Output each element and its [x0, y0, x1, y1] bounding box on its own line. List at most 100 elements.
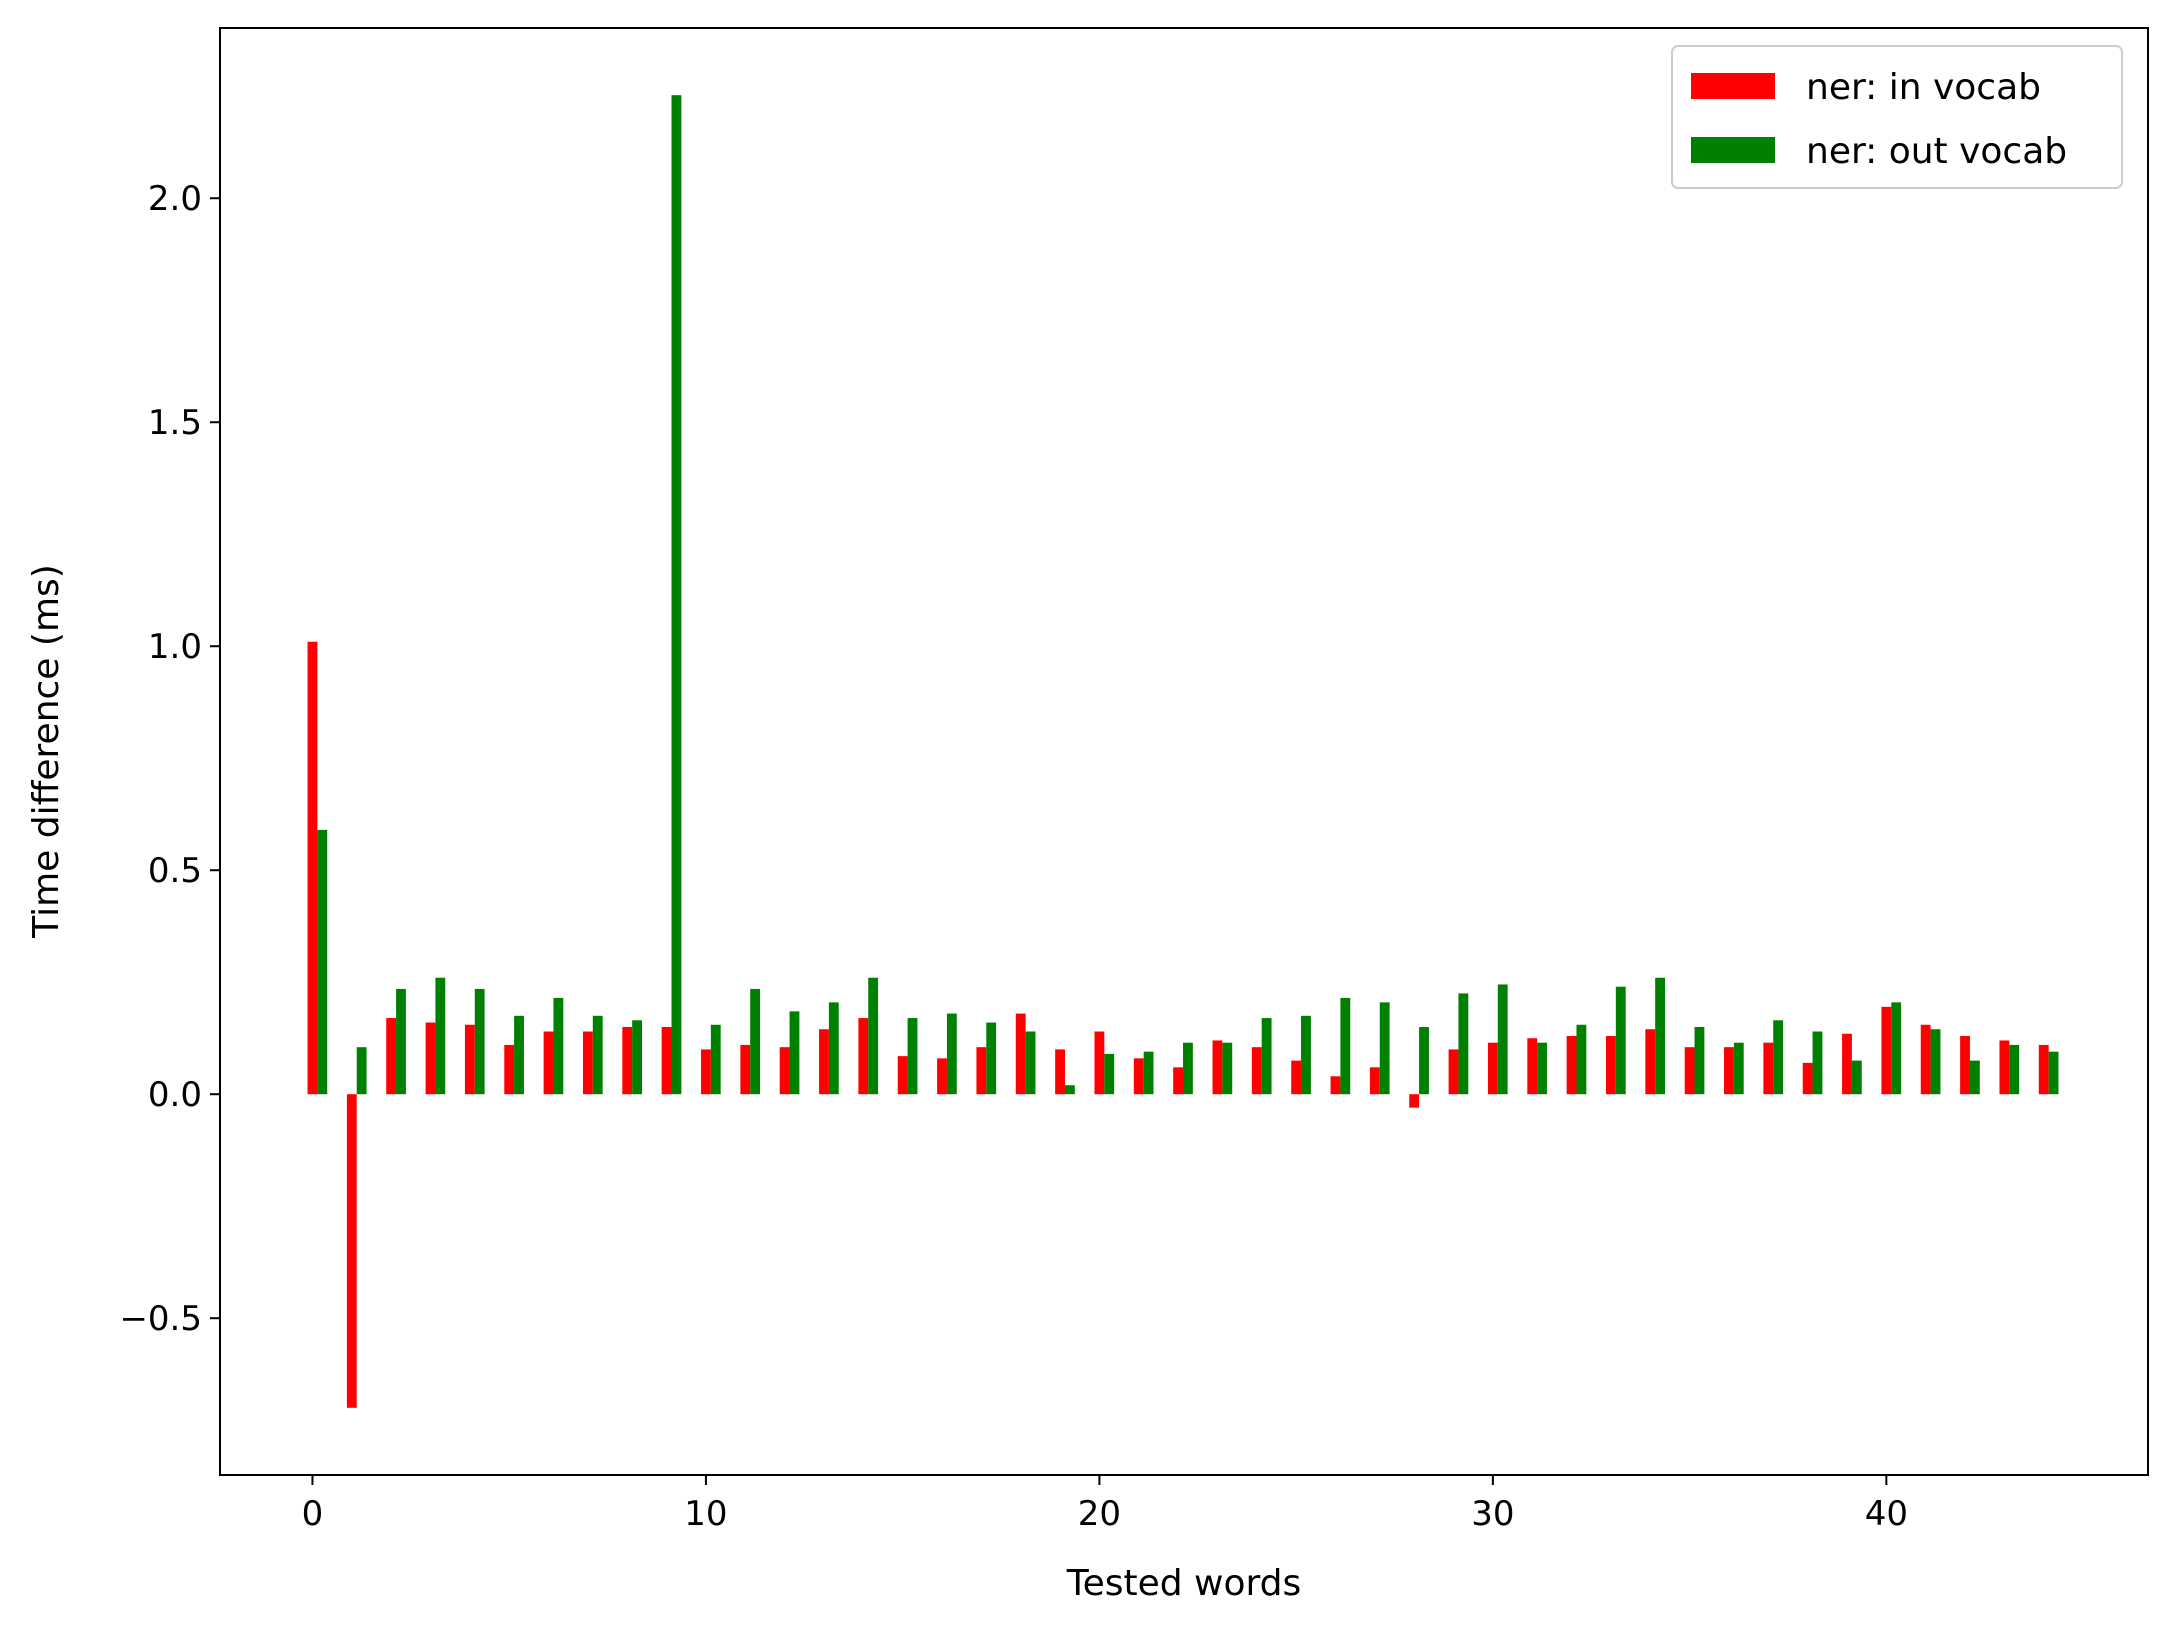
- bar-in-vocab-23: [1212, 1040, 1223, 1095]
- bar-out-vocab-35: [1694, 1027, 1705, 1095]
- bar-in-vocab-27: [1369, 1067, 1380, 1095]
- legend: ner: in vocab ner: out vocab: [1671, 45, 2123, 189]
- bar-in-vocab-20: [1094, 1031, 1105, 1095]
- bar-out-vocab-27: [1379, 1002, 1390, 1095]
- bar-in-vocab-41: [1920, 1024, 1931, 1095]
- bar-in-vocab-31: [1527, 1038, 1538, 1095]
- bar-out-vocab-13: [828, 1002, 839, 1095]
- legend-swatch-in-vocab: [1691, 73, 1775, 99]
- bar-in-vocab-32: [1566, 1035, 1577, 1095]
- bar-out-vocab-16: [946, 1013, 957, 1095]
- bar-in-vocab-6: [543, 1031, 554, 1095]
- bar-out-vocab-7: [592, 1015, 603, 1095]
- x-tick-label: 0: [302, 1494, 324, 1534]
- bar-in-vocab-0: [307, 641, 318, 1095]
- bar-out-vocab-18: [1025, 1031, 1036, 1095]
- bar-in-vocab-35: [1684, 1047, 1695, 1095]
- legend-label-out-vocab: ner: out vocab: [1806, 131, 2067, 172]
- x-tick-label: 10: [684, 1494, 727, 1534]
- bar-in-vocab-28: [1409, 1094, 1420, 1108]
- y-axis-label: Time difference (ms): [26, 564, 67, 939]
- bar-out-vocab-31: [1537, 1042, 1547, 1095]
- bar-in-vocab-30: [1487, 1042, 1498, 1095]
- bars-group: [307, 95, 2059, 1408]
- bar-out-vocab-43: [2009, 1044, 2020, 1095]
- y-tick-label: 1.0: [148, 627, 202, 667]
- bar-in-vocab-8: [622, 1027, 633, 1095]
- bar-out-vocab-29: [1458, 993, 1469, 1095]
- bar-out-vocab-37: [1773, 1020, 1784, 1095]
- plot-frame: [219, 27, 2149, 1476]
- legend-frame: [1671, 45, 2123, 189]
- bar-in-vocab-1: [346, 1094, 357, 1408]
- bar-out-vocab-24: [1261, 1018, 1272, 1095]
- bar-in-vocab-5: [504, 1044, 515, 1095]
- y-tick-label: 1.5: [148, 403, 202, 443]
- bar-out-vocab-25: [1301, 1015, 1311, 1095]
- bar-out-vocab-28: [1419, 1027, 1429, 1095]
- x-axis: 0 10 20 30 40: [302, 1475, 1908, 1534]
- bar-out-vocab-38: [1812, 1031, 1823, 1095]
- bar-out-vocab-41: [1930, 1029, 1941, 1095]
- x-axis-label: Tested words: [1066, 1563, 1302, 1604]
- bar-in-vocab-14: [858, 1018, 869, 1095]
- bar-in-vocab-39: [1842, 1033, 1852, 1095]
- y-tick-label: 0.5: [148, 851, 202, 891]
- bar-in-vocab-42: [1960, 1035, 1970, 1095]
- bar-out-vocab-10: [710, 1024, 721, 1095]
- bar-out-vocab-26: [1340, 997, 1351, 1095]
- bar-in-vocab-17: [976, 1047, 987, 1095]
- bar-out-vocab-15: [907, 1018, 918, 1095]
- bar-out-vocab-9: [671, 95, 682, 1095]
- bar-in-vocab-21: [1133, 1058, 1144, 1095]
- y-tick-label: −0.5: [119, 1299, 202, 1339]
- bar-out-vocab-0: [317, 829, 328, 1095]
- bar-in-vocab-18: [1015, 1013, 1026, 1095]
- bar-out-vocab-8: [632, 1020, 642, 1095]
- x-tick-label: 30: [1471, 1494, 1514, 1534]
- x-tick-label: 40: [1865, 1494, 1908, 1534]
- bar-out-vocab-44: [2048, 1051, 2059, 1095]
- bar-out-vocab-34: [1655, 977, 1666, 1095]
- bar-out-vocab-20: [1104, 1053, 1115, 1095]
- bar-in-vocab-3: [425, 1022, 436, 1095]
- bar-in-vocab-12: [779, 1047, 790, 1095]
- bar-out-vocab-17: [986, 1022, 997, 1095]
- bar-out-vocab-40: [1891, 1002, 1902, 1095]
- bar-in-vocab-26: [1330, 1076, 1341, 1095]
- bar-out-vocab-21: [1143, 1051, 1154, 1095]
- bar-in-vocab-19: [1055, 1049, 1065, 1095]
- bar-out-vocab-12: [789, 1011, 800, 1095]
- bar-out-vocab-6: [553, 997, 564, 1095]
- bar-out-vocab-19: [1064, 1085, 1075, 1095]
- bar-in-vocab-43: [1999, 1040, 2010, 1095]
- bar-in-vocab-24: [1251, 1047, 1262, 1095]
- legend-label-in-vocab: ner: in vocab: [1806, 67, 2041, 108]
- bar-in-vocab-22: [1173, 1067, 1184, 1095]
- bar-out-vocab-33: [1615, 986, 1626, 1095]
- bar-out-vocab-22: [1183, 1042, 1193, 1095]
- bar-out-vocab-11: [750, 988, 761, 1095]
- bar-in-vocab-40: [1881, 1006, 1892, 1095]
- y-tick-label: 0.0: [148, 1075, 202, 1115]
- bar-out-vocab-32: [1576, 1024, 1587, 1095]
- bar-in-vocab-9: [661, 1027, 672, 1095]
- bar-in-vocab-44: [2038, 1044, 2049, 1095]
- bar-out-vocab-3: [435, 977, 446, 1095]
- bar-in-vocab-15: [897, 1056, 908, 1095]
- bar-in-vocab-7: [582, 1031, 593, 1095]
- y-tick-label: 2.0: [148, 179, 202, 219]
- bar-out-vocab-4: [474, 988, 485, 1095]
- bar-out-vocab-23: [1222, 1042, 1233, 1095]
- bar-in-vocab-34: [1645, 1029, 1656, 1095]
- bar-in-vocab-38: [1802, 1062, 1813, 1095]
- bar-in-vocab-10: [701, 1049, 711, 1095]
- legend-swatch-out-vocab: [1691, 137, 1775, 163]
- bar-in-vocab-33: [1605, 1035, 1616, 1095]
- bar-in-vocab-4: [464, 1024, 475, 1095]
- bar-in-vocab-36: [1724, 1047, 1734, 1095]
- bar-in-vocab-29: [1448, 1049, 1459, 1095]
- bar-out-vocab-39: [1851, 1060, 1862, 1095]
